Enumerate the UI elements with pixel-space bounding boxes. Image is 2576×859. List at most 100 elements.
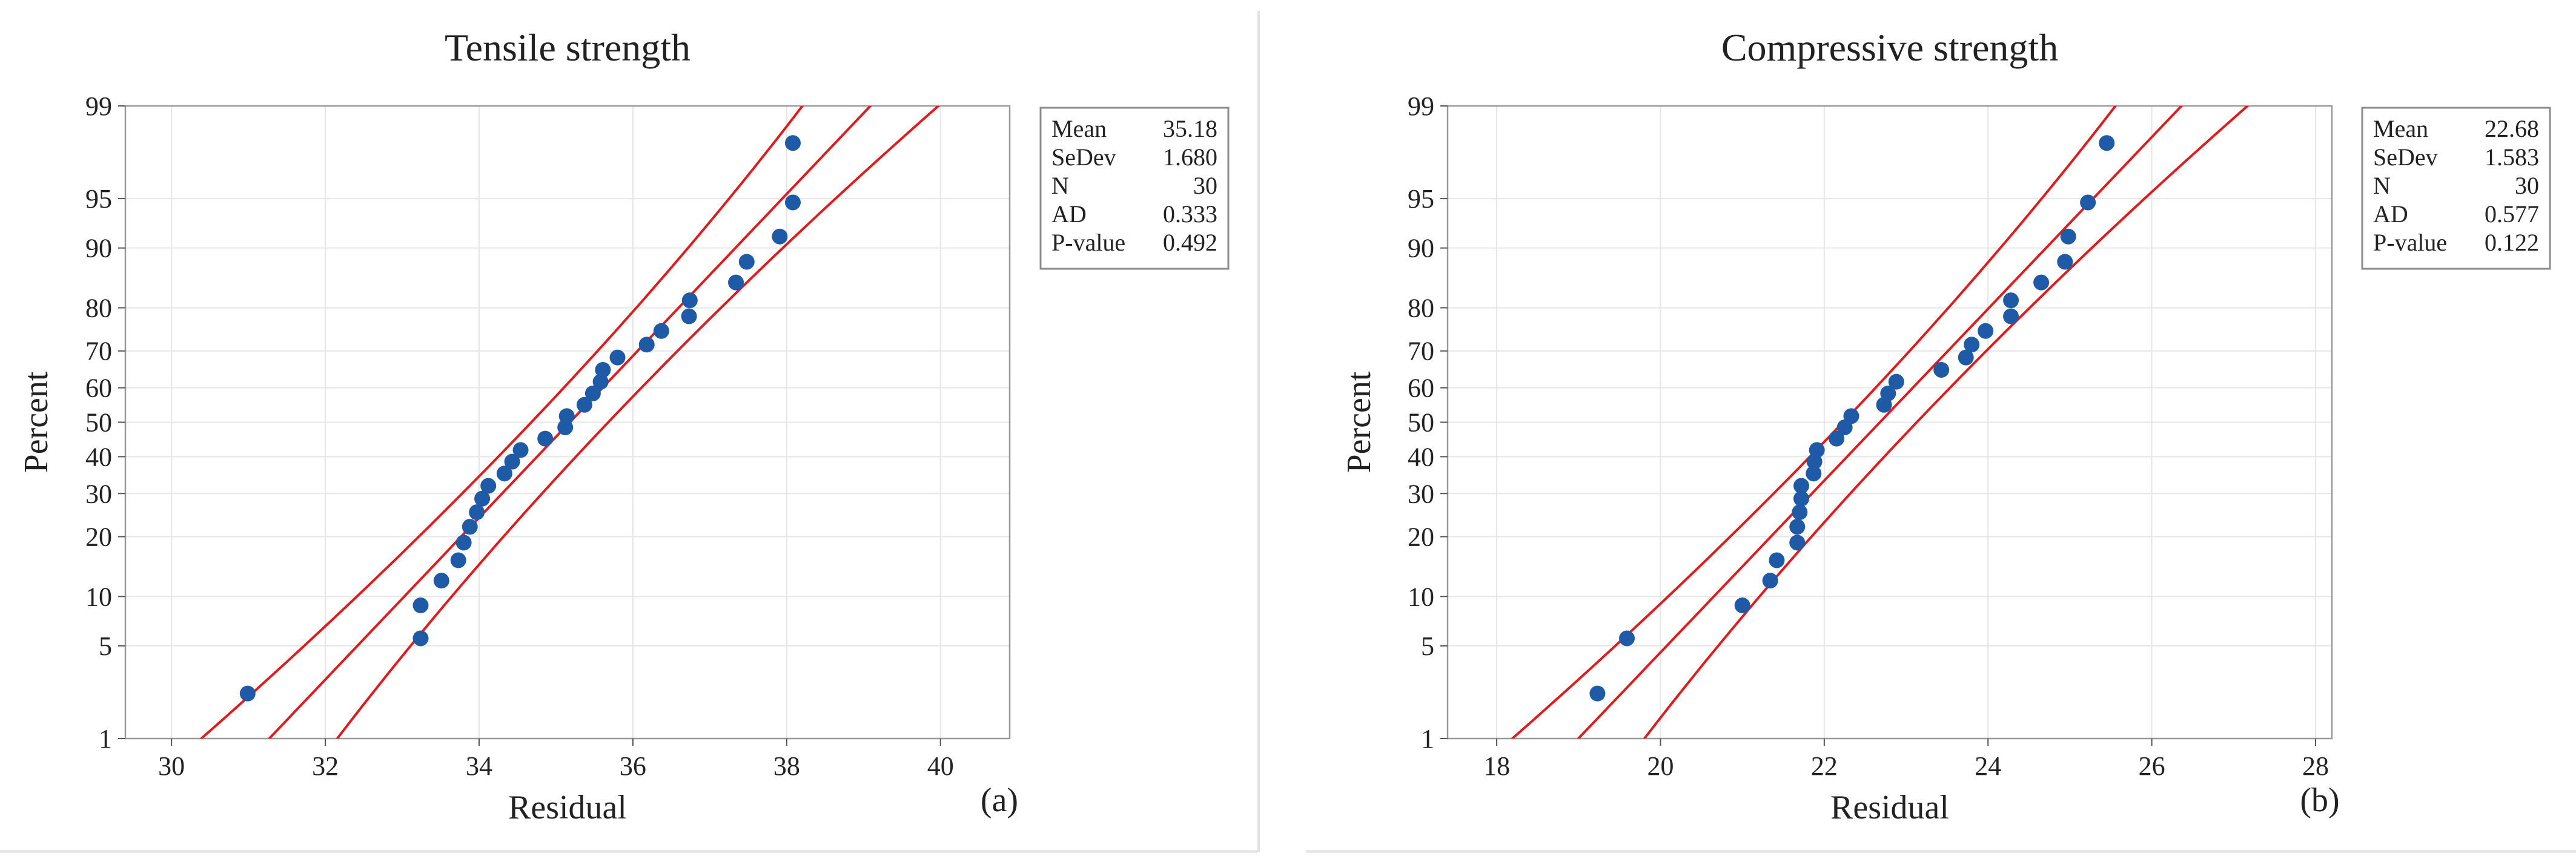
stats-box-frame	[2361, 107, 2551, 270]
data-point	[412, 597, 429, 614]
x-axis-label: Residual	[1830, 789, 1949, 826]
data-point	[1789, 535, 1806, 551]
data-point	[576, 397, 592, 413]
data-point	[2033, 274, 2050, 291]
y-tick-label: 10	[85, 582, 112, 611]
y-tick-label: 30	[1408, 479, 1434, 508]
data-point	[469, 504, 485, 521]
y-tick-label: 60	[1408, 374, 1434, 403]
stats-label: AD	[2373, 200, 2408, 228]
y-tick-label: 70	[1408, 337, 1434, 366]
y-tick-label: 30	[85, 479, 112, 508]
stats-label: N	[1051, 172, 1069, 199]
data-point	[784, 135, 801, 151]
data-point	[496, 466, 512, 482]
data-point	[1843, 408, 1859, 424]
x-tick-label: 30	[158, 751, 185, 781]
data-point	[592, 374, 609, 390]
stats-value: 35.18	[1163, 115, 1217, 142]
stats-label: Mean	[2373, 115, 2428, 142]
panel-label: (b)	[2300, 782, 2339, 819]
bottom-rule-right	[1306, 850, 2576, 853]
data-point	[1933, 361, 1950, 378]
data-point	[1789, 519, 1806, 535]
data-point	[2099, 135, 2115, 151]
stats-value: 22.68	[2485, 115, 2539, 142]
data-point	[2057, 254, 2073, 270]
data-point	[1793, 490, 1809, 507]
x-tick-label: 36	[620, 751, 646, 781]
y-tick-label: 80	[1408, 293, 1434, 323]
stats-value: 1.583	[2485, 143, 2539, 171]
data-point	[474, 490, 491, 507]
y-tick-label: 70	[85, 337, 112, 366]
confidence-band-upper	[199, 106, 804, 739]
data-point	[1792, 504, 1808, 521]
x-tick-label: 22	[1811, 751, 1838, 781]
y-tick-label: 40	[1408, 442, 1434, 472]
data-point	[558, 408, 575, 424]
data-point	[784, 194, 801, 211]
stats-label: P-value	[2373, 229, 2447, 256]
data-point	[1888, 374, 1904, 390]
stats-value: 30	[1193, 172, 1217, 199]
chart-panel-b: 18 20 22 24 26 28 1 5 10 20 30 40 50 60 70 80 90 95 99 Comp…	[1340, 26, 2551, 826]
y-tick-label: 1	[99, 724, 112, 754]
stats-label: N	[2373, 172, 2391, 199]
data-point	[239, 685, 256, 702]
fitted-line	[1577, 106, 2184, 739]
x-tick-label: 26	[2139, 751, 2165, 781]
data-point	[1734, 597, 1750, 614]
data-point	[653, 323, 669, 339]
stats-label: AD	[1051, 200, 1087, 228]
data-point	[609, 349, 626, 366]
stats-value: 0.122	[2485, 229, 2539, 256]
y-tick-label: 5	[99, 631, 112, 661]
stats-box-frame	[1039, 107, 1230, 270]
x-tick-label: 40	[927, 751, 954, 781]
y-tick-label: 20	[85, 522, 112, 552]
data-point	[584, 385, 601, 401]
x-axis-label: Residual	[508, 789, 627, 826]
x-tick-label: 24	[1975, 751, 2001, 781]
panel-divider	[1257, 11, 1260, 852]
data-point	[504, 453, 520, 470]
y-tick-label: 50	[1408, 408, 1434, 438]
data-point	[638, 337, 655, 353]
stats-value: 0.333	[1163, 200, 1217, 228]
y-tick-label: 80	[85, 293, 112, 323]
data-point	[772, 228, 788, 245]
y-tick-label: 90	[85, 234, 112, 263]
y-tick-label: 5	[1421, 631, 1434, 661]
y-tick-label: 95	[85, 184, 112, 214]
data-point	[681, 308, 697, 324]
confidence-band-lower	[336, 106, 941, 739]
y-tick-label: 99	[85, 91, 112, 121]
stats-label: SeDev	[1051, 143, 1116, 171]
stats-value: 1.680	[1163, 143, 1217, 171]
data-point	[1589, 685, 1606, 702]
data-point	[455, 535, 472, 551]
y-tick-label: 50	[85, 408, 112, 438]
stats-label: P-value	[1051, 229, 1125, 256]
stats-value: 0.577	[2485, 200, 2539, 228]
data-point	[1762, 573, 1778, 589]
data-point	[1806, 466, 1822, 482]
data-point	[681, 292, 698, 309]
x-tick-label: 18	[1483, 751, 1510, 781]
stats-label: Mean	[1051, 115, 1107, 142]
data-point	[1964, 337, 1980, 353]
x-tick-label: 34	[466, 751, 492, 781]
stats-box: Mean 22.68 SeDev 1.583 N 30 AD 0.577 P-value 0.12…	[2361, 107, 2551, 270]
y-axis-label: Percent	[1340, 371, 1378, 473]
confidence-band-upper	[1510, 106, 2117, 739]
data-point	[1809, 442, 1825, 458]
y-tick-label: 60	[85, 374, 112, 403]
y-tick-label: 10	[1408, 582, 1434, 611]
data-point	[537, 430, 554, 447]
data-point	[450, 552, 466, 568]
data-point	[1769, 552, 1785, 568]
stats-box: Mean 35.18 SeDev 1.680 N 30 AD 0.333 P-value 0.49…	[1039, 107, 1230, 270]
chart-title: Tensile strength	[445, 26, 690, 69]
